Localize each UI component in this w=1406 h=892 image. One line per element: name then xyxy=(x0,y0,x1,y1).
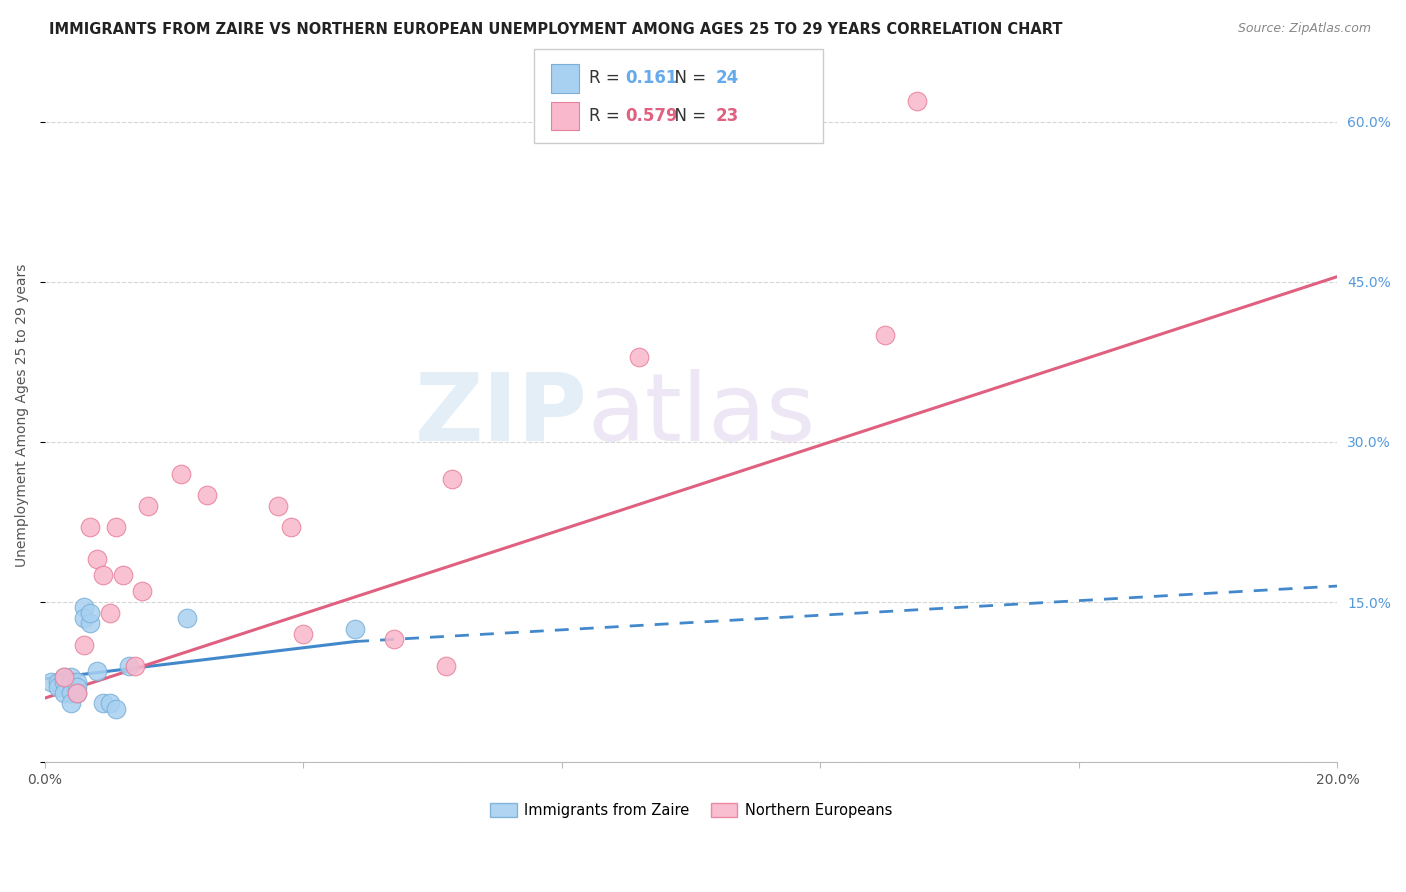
Point xyxy=(53,686,76,700)
Point xyxy=(79,616,101,631)
Point xyxy=(382,632,405,647)
Text: 0.161: 0.161 xyxy=(626,70,678,87)
Point xyxy=(66,686,89,700)
Point xyxy=(53,670,76,684)
Point xyxy=(98,697,121,711)
Point xyxy=(105,702,128,716)
Point xyxy=(91,568,114,582)
Point xyxy=(176,611,198,625)
Point xyxy=(280,520,302,534)
Point xyxy=(66,675,89,690)
Point xyxy=(59,686,82,700)
Point xyxy=(73,611,96,625)
Point xyxy=(434,659,457,673)
Point xyxy=(86,665,108,679)
Legend: Immigrants from Zaire, Northern Europeans: Immigrants from Zaire, Northern European… xyxy=(485,797,898,824)
Point xyxy=(111,568,134,582)
Point xyxy=(138,499,160,513)
Text: Source: ZipAtlas.com: Source: ZipAtlas.com xyxy=(1237,22,1371,36)
Text: atlas: atlas xyxy=(588,369,815,461)
Point xyxy=(59,670,82,684)
Point xyxy=(46,675,69,690)
Point xyxy=(79,520,101,534)
Point xyxy=(86,552,108,566)
Point xyxy=(124,659,146,673)
Point xyxy=(91,697,114,711)
Point xyxy=(170,467,193,481)
Point xyxy=(628,350,651,364)
Text: N =: N = xyxy=(664,70,711,87)
Point xyxy=(441,472,464,486)
Point xyxy=(79,606,101,620)
Point xyxy=(344,622,367,636)
Point xyxy=(873,328,896,343)
Point xyxy=(266,499,288,513)
Point xyxy=(105,520,128,534)
Point xyxy=(131,584,153,599)
Point xyxy=(46,681,69,695)
Point xyxy=(905,94,928,108)
Point xyxy=(66,681,89,695)
Point xyxy=(73,600,96,615)
Point xyxy=(292,627,315,641)
Point xyxy=(118,659,141,673)
Text: N =: N = xyxy=(664,107,711,125)
Point xyxy=(59,697,82,711)
Text: R =: R = xyxy=(589,107,626,125)
Text: IMMIGRANTS FROM ZAIRE VS NORTHERN EUROPEAN UNEMPLOYMENT AMONG AGES 25 TO 29 YEAR: IMMIGRANTS FROM ZAIRE VS NORTHERN EUROPE… xyxy=(49,22,1063,37)
Point xyxy=(53,675,76,690)
Point xyxy=(53,670,76,684)
Point xyxy=(41,675,63,690)
Text: 0.579: 0.579 xyxy=(626,107,678,125)
Text: R =: R = xyxy=(589,70,626,87)
Text: 24: 24 xyxy=(716,70,740,87)
Point xyxy=(66,686,89,700)
Y-axis label: Unemployment Among Ages 25 to 29 years: Unemployment Among Ages 25 to 29 years xyxy=(15,264,30,567)
Text: 23: 23 xyxy=(716,107,740,125)
Point xyxy=(73,638,96,652)
Text: ZIP: ZIP xyxy=(415,369,588,461)
Point xyxy=(59,675,82,690)
Point xyxy=(195,488,218,502)
Point xyxy=(98,606,121,620)
